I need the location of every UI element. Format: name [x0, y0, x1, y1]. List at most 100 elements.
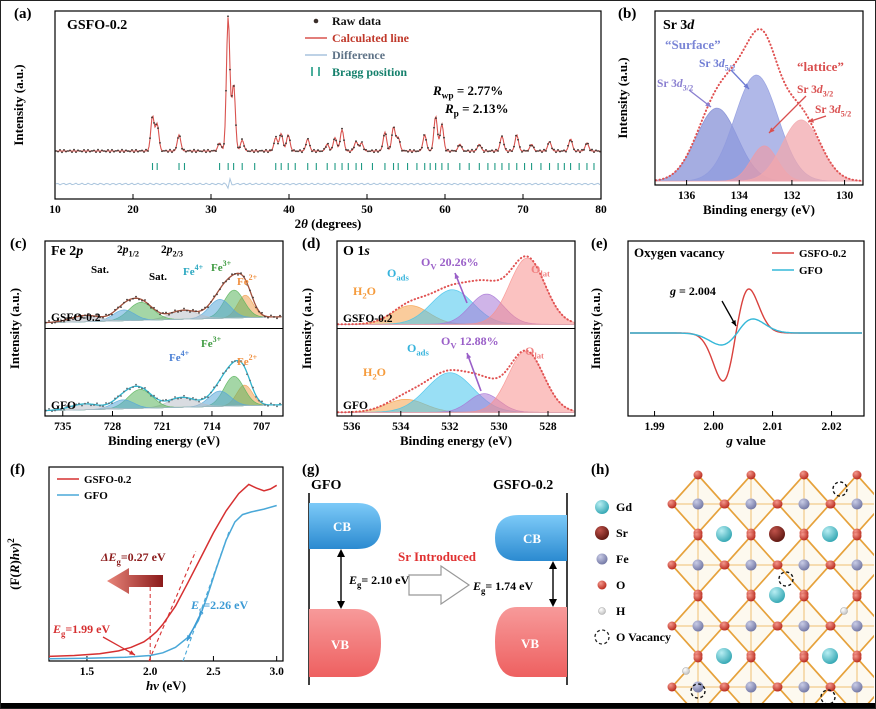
raw-data-dot: [183, 148, 185, 151]
raw-data-dot: [485, 149, 487, 151]
panel-title: O 1s: [343, 244, 370, 259]
raw-data-dot: [123, 301, 125, 304]
raw-data-dot: [209, 150, 211, 153]
raw-data-dot: [186, 309, 188, 312]
panel-d-o1s-xps: (d) 536 534 532 530 528 Binding energy (eV) In…: [297, 233, 583, 459]
x-tick-label: 70: [517, 204, 529, 216]
raw-data-dot: [375, 148, 377, 151]
raw-data-dot: [405, 149, 407, 152]
x-tick-label: 130: [836, 190, 854, 202]
panel-b-sr3d-xps: (b) 136 134 132 130 Binding energy (eV) Inten…: [613, 3, 873, 231]
raw-data-dot: [241, 138, 243, 140]
raw-data-dot: [417, 150, 419, 153]
raw-data-dot: [447, 148, 449, 151]
raw-data-dot: [373, 151, 375, 154]
annotation-label: “Surface”: [665, 37, 721, 52]
y-axis-label: Intensity (a.u.): [299, 288, 314, 369]
raw-data-dot: [585, 143, 587, 146]
fe-atom: [798, 559, 810, 571]
raw-data-dot: [359, 144, 361, 147]
raw-data-dot: [120, 395, 122, 397]
x-axis-label: 2θ (degrees): [295, 216, 362, 231]
raw-data-dot: [139, 149, 141, 152]
raw-data-dot: [165, 398, 167, 401]
raw-data-dot: [595, 149, 597, 152]
o-atom: [799, 470, 809, 480]
x-tick-label: 1.99: [644, 421, 664, 433]
panel-c-chart: 735 728 721 714 707 Binding energy (eV) Intens…: [7, 240, 284, 448]
raw-data-dot: [215, 150, 217, 152]
x-axis-label: hν (eV): [146, 678, 186, 693]
raw-data-dot: [577, 148, 579, 151]
arrow-head: [808, 117, 814, 123]
fe-legend-icon: [596, 553, 608, 565]
y-axis-label: Intensity (a.u.): [11, 64, 26, 145]
o-atom: [852, 592, 862, 602]
raw-data-dot: [237, 146, 239, 149]
raw-data-dot: [157, 127, 159, 130]
fe-atom: [798, 620, 810, 632]
x-tick-label: 530: [490, 421, 508, 433]
raw-data-dot: [69, 317, 71, 320]
h-atom: [682, 667, 690, 675]
fe-atom: [798, 681, 810, 693]
raw-data-dot: [219, 288, 221, 291]
legend-label: Sr: [616, 526, 629, 540]
raw-data-dot: [553, 148, 555, 151]
raw-data-dot: [126, 387, 128, 390]
raw-data-dot: [513, 145, 515, 148]
gd-atom: [716, 526, 732, 542]
y-axis-label: Intensity (a.u.): [588, 288, 603, 369]
x-tick-label: 30: [205, 204, 217, 216]
raw-data-dot: [379, 149, 381, 152]
raw-data-dot: [327, 142, 329, 145]
raw-data-dot: [78, 314, 80, 317]
raw-data-dot: [371, 149, 373, 152]
raw-data-dot: [547, 143, 549, 145]
raw-data-dot: [273, 142, 275, 145]
raw-data-dot: [90, 404, 92, 407]
raw-data-dot: [270, 402, 272, 405]
raw-data-dot: [203, 149, 205, 151]
panel-c-fe2p-xps: (c) 735 728 721 714 707 Binding energy (eV) In…: [5, 233, 293, 459]
raw-data-dot: [101, 149, 103, 152]
raw-data-dot: [153, 394, 155, 397]
raw-data-dot: [171, 151, 173, 154]
raw-data-dot: [228, 366, 230, 369]
x-tick-label: 136: [678, 190, 696, 202]
panel-a-chart: 10 20 30 40 50 60 70 80 2θ (degrees) Intensity (a…: [11, 10, 607, 231]
raw-data-dot: [198, 311, 200, 314]
raw-data-dot: [270, 314, 272, 317]
legend-label: Bragg position: [332, 65, 407, 79]
raw-data-dot: [93, 404, 95, 406]
raw-data-dot: [259, 149, 261, 152]
raw-data-dot: [335, 139, 337, 142]
raw-data-dot: [156, 397, 158, 400]
x-tick-label: 2.5: [206, 666, 221, 678]
raw-data-dot: [186, 397, 188, 399]
raw-data-dot: [102, 405, 104, 408]
raw-data-dot: [258, 399, 260, 402]
arrow-head: [705, 101, 711, 107]
raw-data-dot: [105, 313, 107, 316]
raw-data-dot: [54, 321, 56, 324]
x-tick-label: 534: [392, 421, 410, 433]
o-vacancy-marker: [832, 481, 848, 497]
o-atom: [826, 621, 836, 631]
annotation-label: Eg=1.99 eV: [52, 622, 110, 639]
lattice-sr3d52-peak: [656, 119, 863, 182]
raw-data-dot: [59, 148, 61, 151]
y-axis-label: Intensity (a.u.): [7, 288, 22, 369]
legend-label: O Vacancy: [616, 630, 671, 644]
raw-data-dot: [168, 313, 170, 316]
raw-data-dot: [517, 138, 519, 141]
raw-data-dot: [463, 150, 465, 153]
raw-data-dot: [192, 396, 194, 399]
raw-data-dot: [597, 150, 599, 152]
raw-data-dot: [60, 408, 62, 411]
legend-label: Difference: [332, 48, 386, 62]
raw-data-dot: [511, 150, 513, 153]
raw-data-dot: [299, 149, 301, 151]
raw-data-dot: [123, 151, 125, 154]
o-atom: [720, 621, 730, 631]
